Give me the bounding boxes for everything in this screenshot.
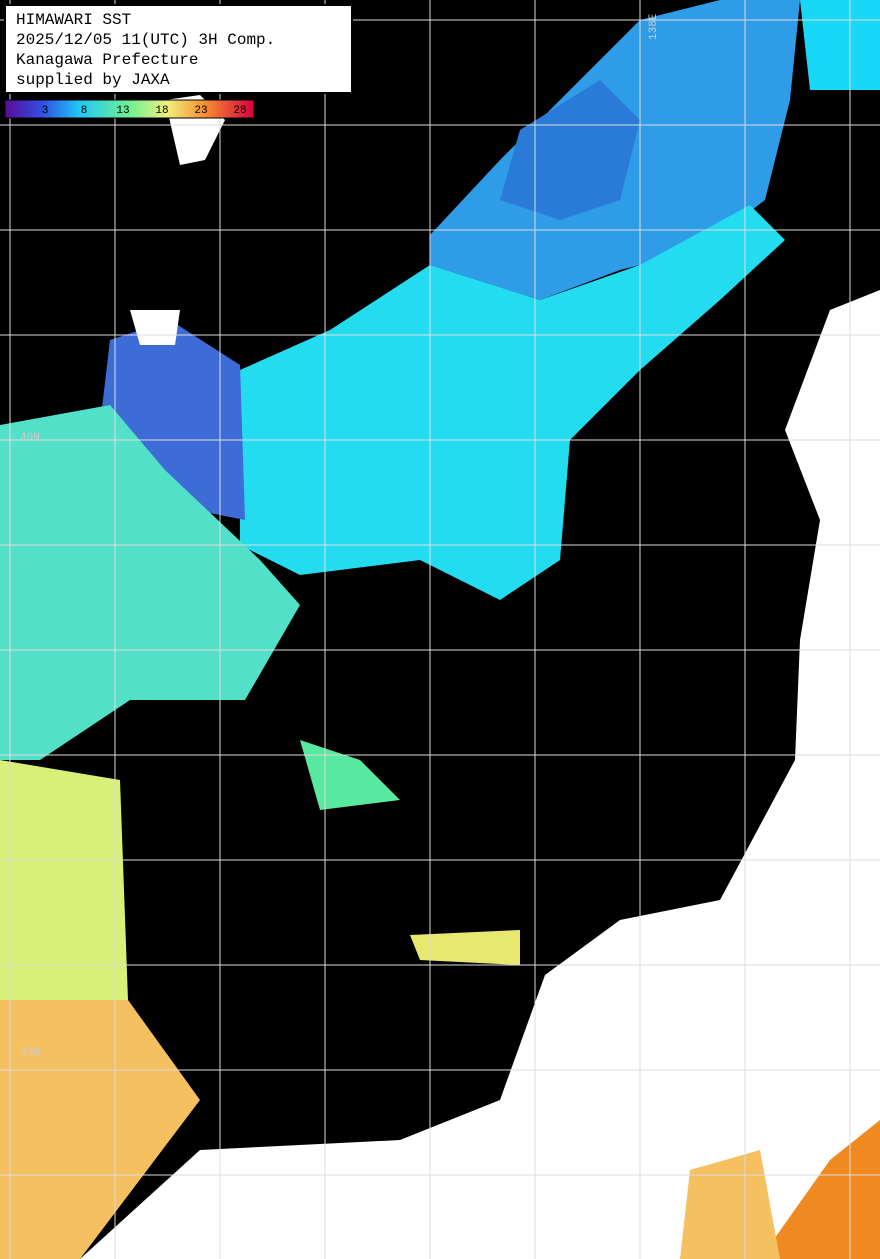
lat-label: 40N <box>20 432 40 444</box>
colorbar-tick-label: 18 <box>155 105 168 117</box>
lat-label: 35N <box>20 1047 40 1059</box>
colorbar-tick-label: 3 <box>42 105 49 117</box>
header-line: 2025/12/05 11(UTC) 3H Comp. <box>16 31 275 49</box>
colorbar-tick-label: 8 <box>81 105 88 117</box>
colorbar-ticks: 3 8 13 18 23 28 <box>42 105 247 117</box>
colorbar <box>4 99 255 119</box>
colorbar-tick-label: 23 <box>194 105 207 117</box>
sst-field-south <box>680 1150 780 1259</box>
colorbar-tick-label: 13 <box>116 105 129 117</box>
colorbar-tick-label: 28 <box>233 105 246 117</box>
header-line: Kanagawa Prefecture <box>16 51 198 69</box>
lon-label: 138E <box>648 13 660 40</box>
header-box <box>4 4 353 94</box>
header-line: HIMAWARI SST <box>16 11 131 29</box>
header-line: supplied by JAXA <box>16 71 170 89</box>
